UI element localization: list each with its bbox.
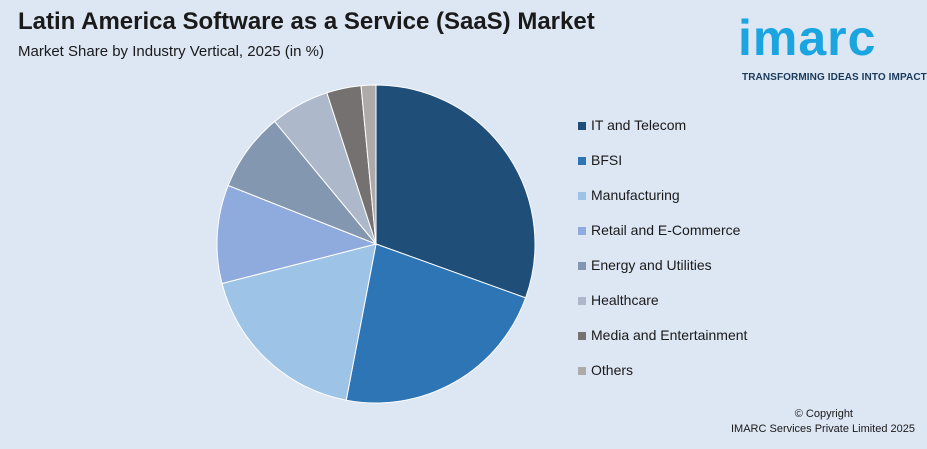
pie-slice-manufacturing (221, 243, 377, 401)
chart-title: Latin America Software as a Service (Saa… (18, 8, 595, 35)
legend-label: Media and Entertainment (591, 327, 748, 343)
legend-swatch (578, 262, 586, 270)
legend-item: Retail and E-Commerce (578, 222, 747, 257)
legend-swatch (578, 192, 586, 200)
copyright-label: © Copyright (794, 408, 853, 420)
legend-swatch (578, 227, 586, 235)
legend-swatch (578, 367, 586, 375)
legend-swatch (578, 332, 586, 340)
copyright-company: IMARC Services Private Limited 2025 (730, 423, 915, 435)
imarc-logo: imarc TRANSFORMING IDEAS INTO IMPACT (738, 6, 927, 86)
legend-label: Energy and Utilities (591, 257, 712, 273)
legend-swatch (578, 122, 586, 130)
legend-item: Manufacturing (578, 187, 747, 222)
legend-item: Media and Entertainment (578, 327, 747, 362)
logo-tagline: TRANSFORMING IDEAS INTO IMPACT (742, 72, 927, 83)
legend-swatch (578, 157, 586, 165)
pie-slice-others (360, 84, 377, 245)
pie-slice-retail-and-e-commerce (216, 184, 378, 285)
legend-label: Healthcare (591, 292, 659, 308)
legend-label: Retail and E-Commerce (591, 222, 741, 238)
copyright-notice: © Copyright IMARC Services Private Limit… (731, 407, 915, 437)
chart-legend: IT and Telecom BFSI Manufacturing Retail an… (578, 117, 747, 397)
legend-swatch (578, 297, 586, 305)
legend-label: BFSI (591, 152, 623, 168)
chart-subtitle: Market Share by Industry Vertical, 2025 … (18, 43, 324, 60)
legend-item: Energy and Utilities (578, 257, 747, 292)
legend-item: Healthcare (578, 292, 747, 327)
legend-label: IT and Telecom (591, 117, 687, 133)
legend-item: IT and Telecom (578, 117, 747, 152)
legend-label: Manufacturing (591, 187, 680, 203)
pie-slice-bfsi (345, 243, 527, 404)
legend-item: BFSI (578, 152, 747, 187)
legend-item: Others (578, 362, 747, 397)
logo-wordmark: imarc (738, 10, 877, 66)
pie-slice-it-and-telecom (375, 84, 536, 299)
legend-label: Others (591, 362, 634, 378)
